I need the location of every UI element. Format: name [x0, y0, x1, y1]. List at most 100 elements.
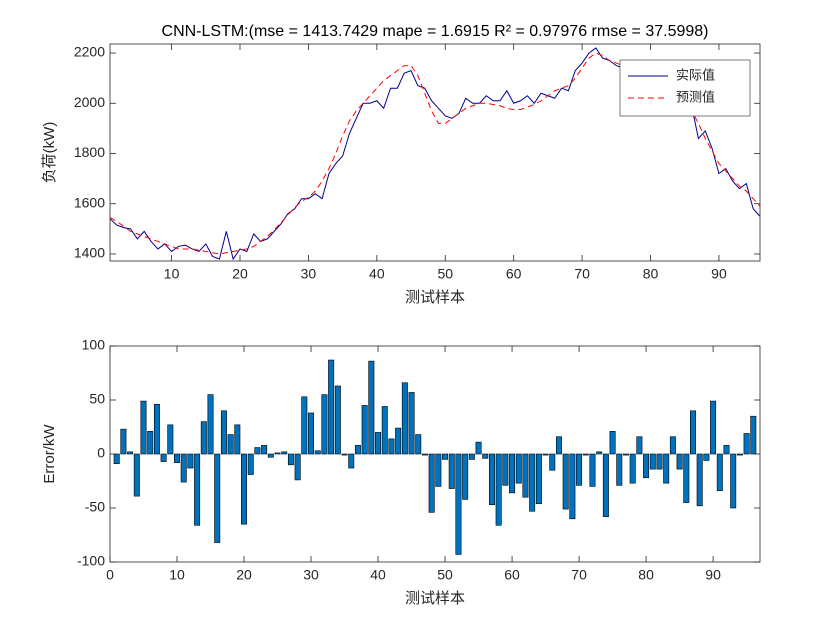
x-tick-label: 60 [506, 266, 522, 282]
bar [401, 382, 408, 455]
x-tick-label: 20 [232, 266, 248, 282]
bar [736, 453, 743, 456]
y-tick-label: -100 [77, 553, 105, 569]
bar [254, 447, 261, 455]
bar [710, 400, 717, 455]
x-tick-label: 50 [437, 266, 453, 282]
bar [247, 453, 254, 475]
x-tick-label: 70 [574, 266, 590, 282]
bar [482, 453, 489, 459]
bar [194, 453, 201, 526]
bar [549, 453, 556, 471]
plot-area [110, 346, 760, 562]
x-tick-label: 20 [236, 567, 252, 583]
bar [354, 445, 361, 455]
bar [321, 394, 328, 455]
y-tick-label: 2200 [74, 44, 105, 60]
bar [636, 436, 643, 455]
bar [428, 453, 435, 513]
bar [408, 392, 415, 455]
bar [388, 438, 395, 455]
bar [743, 433, 750, 455]
bar [421, 453, 428, 456]
bar [589, 453, 596, 487]
bar [160, 453, 167, 462]
bar [475, 441, 482, 455]
bar [220, 410, 227, 455]
x-tick-label: 40 [369, 266, 385, 282]
bar [328, 359, 335, 455]
bar [361, 405, 368, 455]
bar [334, 385, 341, 455]
bar [301, 396, 308, 455]
bar [529, 453, 536, 512]
bar [120, 428, 127, 455]
bar [596, 451, 603, 455]
bar [656, 453, 663, 470]
x-tick-label: 0 [106, 567, 114, 583]
bar [669, 436, 676, 455]
bar [227, 434, 234, 455]
bar [448, 453, 455, 489]
bar [569, 453, 576, 520]
bar [261, 445, 268, 455]
y-tick-label: 2000 [74, 94, 105, 110]
bar [381, 406, 388, 455]
y-axis-label: 负荷(kW) [41, 122, 58, 184]
bar [174, 453, 180, 463]
bar [502, 453, 509, 486]
x-axis-label: 测试样本 [405, 590, 465, 607]
bar [147, 431, 154, 455]
x-axis-label: 测试样本 [405, 289, 465, 306]
bar [187, 453, 194, 469]
bar [663, 453, 670, 484]
legend-label: 实际值 [676, 67, 715, 82]
bar [375, 432, 382, 455]
bar [690, 410, 696, 455]
bar [435, 453, 442, 487]
y-tick-label: 1600 [74, 194, 105, 210]
y-tick-label: 100 [82, 337, 106, 353]
bar [341, 453, 348, 456]
x-tick-label: 30 [301, 266, 317, 282]
bar [696, 453, 703, 507]
bar [522, 453, 529, 498]
bar [616, 453, 623, 486]
bar [750, 415, 757, 455]
bar [542, 453, 549, 456]
bar [602, 453, 609, 517]
x-tick-label: 50 [437, 567, 453, 583]
bar [207, 394, 214, 455]
bar [468, 453, 475, 460]
x-tick-label: 30 [303, 567, 319, 583]
bar [113, 453, 120, 465]
bar [562, 453, 569, 510]
bar [509, 453, 516, 494]
bar [294, 453, 301, 481]
legend-box [619, 59, 751, 117]
bar [395, 427, 402, 455]
bar [348, 453, 355, 469]
y-tick-label: 1800 [74, 144, 105, 160]
bar [180, 453, 187, 483]
bar [462, 453, 469, 500]
legend-label: 预测值 [676, 89, 715, 104]
bar [214, 453, 221, 543]
bar [609, 431, 616, 455]
bar [582, 453, 589, 456]
bar [415, 434, 422, 455]
bar [723, 445, 730, 455]
bar [167, 424, 174, 455]
chart-title: CNN-LSTM:(mse = 1413.7429 mape = 1.6915 … [162, 23, 709, 40]
x-tick-label: 60 [504, 567, 520, 583]
bar [267, 453, 274, 458]
bar [314, 450, 321, 455]
bar [488, 453, 495, 506]
bar [140, 400, 147, 455]
bar [676, 453, 683, 470]
bar [683, 453, 690, 503]
bar [629, 453, 636, 484]
bar [730, 453, 737, 509]
bar [200, 421, 207, 455]
